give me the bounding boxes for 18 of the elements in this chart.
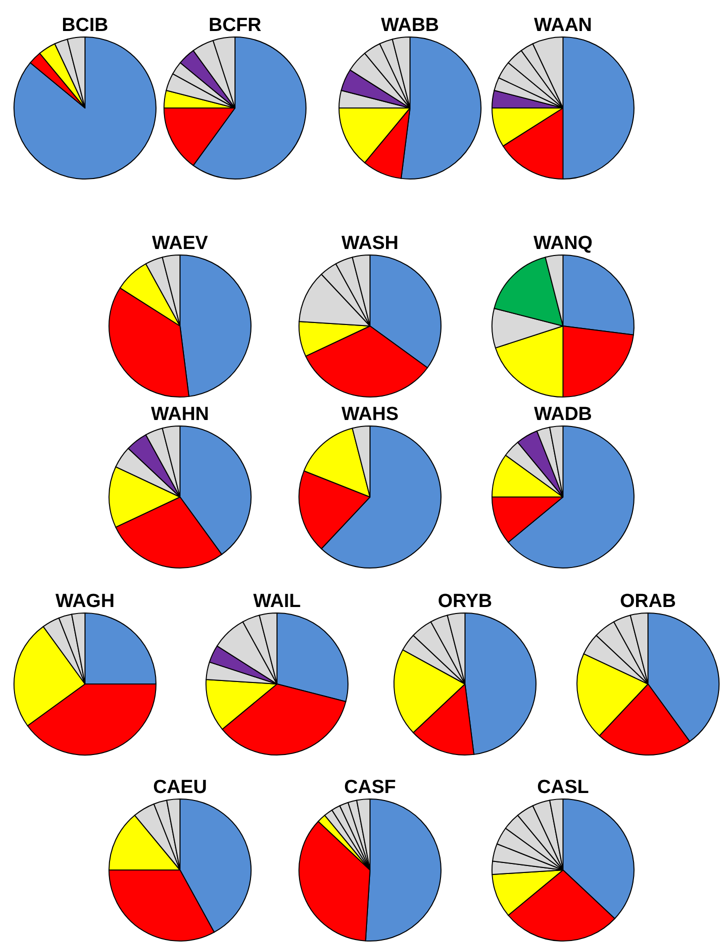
chart-title: BCIB (62, 15, 108, 36)
chart-title: WAIL (253, 591, 302, 612)
chart-title: WABB (380, 15, 440, 36)
chart-title: WAEV (152, 233, 208, 254)
chart-title: WADB (534, 404, 592, 425)
pie-slice (14, 36, 156, 180)
chart-title: ORAB (620, 591, 676, 612)
chart-title: WAHS (342, 404, 398, 425)
chart-title: CASF (344, 777, 396, 798)
chart-title: CASL (537, 777, 590, 798)
chart-title: WAGH (55, 591, 115, 612)
chart-title: CAEU (153, 777, 207, 798)
chart-title: WANQ (533, 233, 593, 254)
chart-title: WAAN (534, 15, 592, 36)
chart-title: WASH (342, 233, 398, 254)
chart-title: ORYB (438, 591, 492, 612)
chart-title: BCFR (208, 15, 262, 36)
chart-title: WAHN (150, 404, 210, 425)
